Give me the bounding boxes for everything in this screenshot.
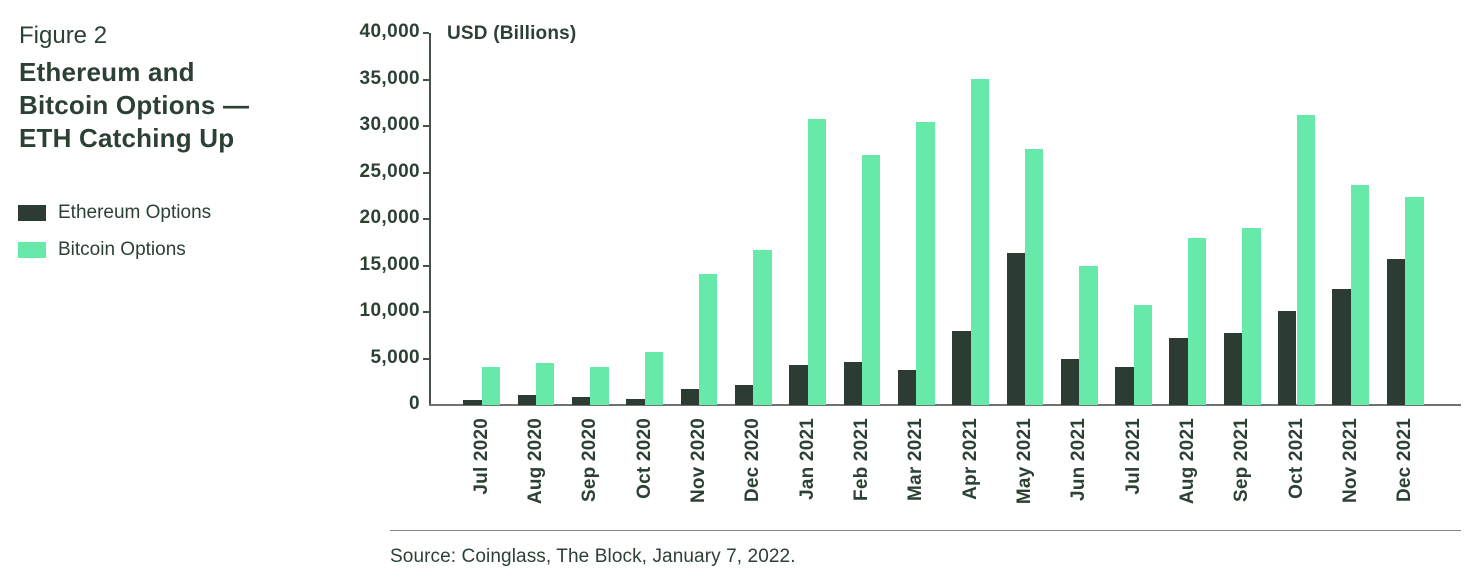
bar-bitcoin-options xyxy=(1350,184,1370,405)
x-axis-label: Jul 2020 xyxy=(470,418,492,495)
y-tick-label: 15,000 xyxy=(359,253,420,275)
bar-ethereum-options xyxy=(1386,258,1406,405)
bar-bitcoin-options xyxy=(1133,304,1152,405)
bar-bitcoin-options xyxy=(1405,196,1424,405)
divider-line xyxy=(390,530,1461,531)
x-axis-label: Aug 2020 xyxy=(525,418,547,505)
x-axis-label: Jun 2021 xyxy=(1068,418,1090,501)
x-axis-label: Nov 2021 xyxy=(1339,418,1361,504)
x-axis-label: Oct 2020 xyxy=(633,418,655,499)
y-tick-mark xyxy=(423,32,429,34)
x-axis-label: Apr 2021 xyxy=(959,418,981,500)
x-axis-label: Dec 2020 xyxy=(742,418,764,503)
bar-ethereum-options xyxy=(843,362,862,405)
bar-bitcoin-options xyxy=(481,366,501,405)
figure-label: Figure 2 xyxy=(19,22,108,49)
bar-ethereum-options xyxy=(1278,311,1297,405)
y-tick-label: 10,000 xyxy=(359,300,420,321)
x-axis-label: Nov 2020 xyxy=(687,418,709,504)
x-axis-label: Aug 2021 xyxy=(1176,418,1198,505)
bar-bitcoin-options xyxy=(1024,149,1044,405)
bar-bitcoin-options xyxy=(807,118,826,405)
x-axis-line xyxy=(429,404,1461,406)
x-axis-label: Jul 2021 xyxy=(1122,418,1144,495)
y-tick-mark xyxy=(423,218,429,220)
y-tick-label: 25,000 xyxy=(359,160,420,182)
bar-bitcoin-options xyxy=(536,363,555,405)
source-text: Source: Coinglass, The Block, January 7,… xyxy=(390,546,796,567)
x-axis-label: Sep 2021 xyxy=(1231,418,1253,502)
legend-item-ethereum: Ethereum Options xyxy=(18,202,212,223)
y-tick-label: 35,000 xyxy=(359,67,420,89)
bar-bitcoin-options xyxy=(1187,237,1207,405)
figure-title: Ethereum and Bitcoin Options — ETH Catch… xyxy=(19,56,249,155)
legend-item-bitcoin: Bitcoin Options xyxy=(18,239,211,260)
bar-bitcoin-options xyxy=(1296,114,1315,405)
bar-ethereum-options xyxy=(680,389,699,405)
x-axis-label: Dec 2021 xyxy=(1394,418,1416,503)
bar-bitcoin-options xyxy=(590,366,609,405)
y-axis-title: USD (Billions) xyxy=(447,23,577,44)
y-tick-mark xyxy=(423,311,429,313)
ethereum-swatch-icon xyxy=(18,205,46,221)
figure-title-line-3: ETH Catching Up xyxy=(19,123,235,153)
figure-title-line-1: Ethereum and xyxy=(19,57,195,87)
bar-ethereum-options xyxy=(463,400,482,405)
bar-ethereum-options xyxy=(1060,359,1080,405)
x-axis-label: Feb 2021 xyxy=(850,418,872,501)
bar-ethereum-options xyxy=(952,330,971,405)
y-tick-mark xyxy=(423,171,429,174)
legend-label-bitcoin: Bitcoin Options xyxy=(58,239,186,260)
bar-bitcoin-options xyxy=(698,273,718,405)
bar-ethereum-options xyxy=(1332,288,1351,405)
y-tick-mark xyxy=(423,78,429,81)
bar-bitcoin-options xyxy=(861,154,881,405)
bar-bitcoin-options xyxy=(1079,266,1098,405)
bar-bitcoin-options xyxy=(970,78,989,405)
bar-ethereum-options xyxy=(1223,333,1243,405)
y-tick-mark xyxy=(423,357,429,360)
bar-ethereum-options xyxy=(1006,253,1025,405)
y-axis-line xyxy=(429,33,431,405)
x-axis-label: Jan 2021 xyxy=(796,418,818,500)
x-axis-label: Oct 2021 xyxy=(1285,418,1307,499)
y-tick-label: 20,000 xyxy=(359,207,420,228)
bar-bitcoin-options xyxy=(644,351,664,405)
bar-bitcoin-options xyxy=(753,249,772,405)
legend: Ethereum Options Bitcoin Options xyxy=(18,202,212,277)
y-tick-label: 5,000 xyxy=(370,346,420,368)
y-tick-label: 30,000 xyxy=(359,114,420,135)
bitcoin-swatch-icon xyxy=(18,242,46,258)
x-axis-label: Sep 2020 xyxy=(579,418,601,502)
bar-ethereum-options xyxy=(734,385,754,405)
y-tick-label: 40,000 xyxy=(359,21,420,42)
y-tick-mark xyxy=(423,264,429,267)
legend-label-ethereum: Ethereum Options xyxy=(58,202,212,223)
bar-ethereum-options xyxy=(571,396,591,405)
y-tick-mark xyxy=(423,125,429,127)
x-axis-label: Mar 2021 xyxy=(905,418,927,501)
figure-title-line-2: Bitcoin Options — xyxy=(19,90,250,120)
bar-ethereum-options xyxy=(1115,366,1134,405)
bar-ethereum-options xyxy=(1169,338,1188,405)
bar-ethereum-options xyxy=(789,365,808,405)
y-tick-label: 0 xyxy=(409,393,420,414)
bar-ethereum-options xyxy=(626,399,645,405)
bar-ethereum-options xyxy=(517,394,536,405)
bar-bitcoin-options xyxy=(1242,228,1261,405)
x-axis-label: May 2021 xyxy=(1013,418,1035,505)
bar-ethereum-options xyxy=(897,369,917,405)
bar-bitcoin-options xyxy=(916,122,935,405)
